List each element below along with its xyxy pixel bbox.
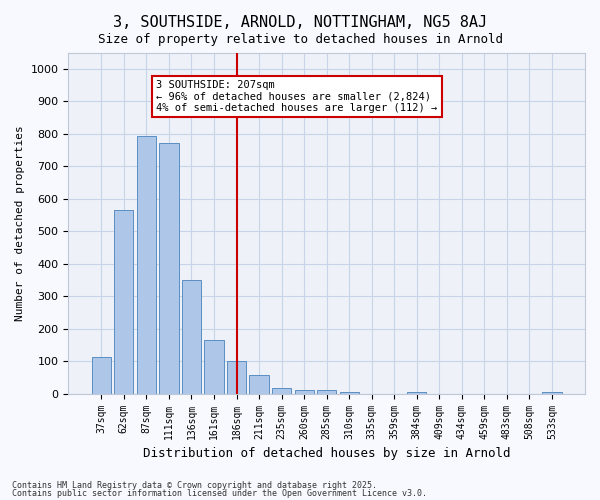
Y-axis label: Number of detached properties: Number of detached properties [15,125,25,321]
Text: Size of property relative to detached houses in Arnold: Size of property relative to detached ho… [97,32,503,46]
Bar [92,358,111,394]
Text: 3 SOUTHSIDE: 207sqm
← 96% of detached houses are smaller (2,824)
4% of semi-deta: 3 SOUTHSIDE: 207sqm ← 96% of detached ho… [156,80,437,113]
Bar [182,280,201,394]
Bar [542,392,562,394]
Text: Contains public sector information licensed under the Open Government Licence v3: Contains public sector information licen… [12,489,427,498]
Bar [114,210,133,394]
Bar [317,390,336,394]
X-axis label: Distribution of detached houses by size in Arnold: Distribution of detached houses by size … [143,447,511,460]
Bar [340,392,359,394]
Bar [407,392,427,394]
Text: 3, SOUTHSIDE, ARNOLD, NOTTINGHAM, NG5 8AJ: 3, SOUTHSIDE, ARNOLD, NOTTINGHAM, NG5 8A… [113,15,487,30]
Bar [205,340,224,394]
Bar [137,136,156,394]
Bar [160,144,179,394]
Bar [227,361,246,394]
Text: Contains HM Land Registry data © Crown copyright and database right 2025.: Contains HM Land Registry data © Crown c… [12,480,377,490]
Bar [295,390,314,394]
Bar [272,388,291,394]
Bar [250,375,269,394]
